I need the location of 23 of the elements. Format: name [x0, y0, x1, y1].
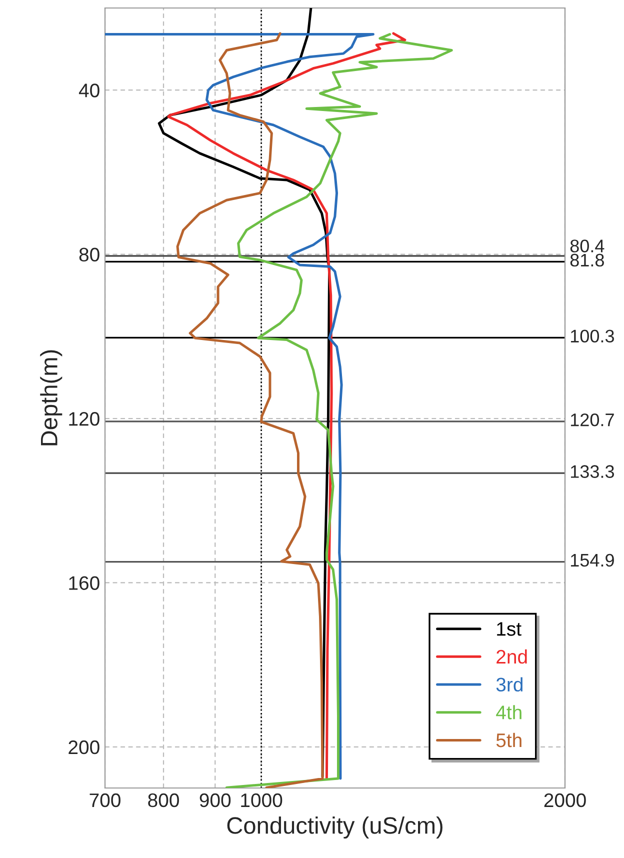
ref-line-label: 81.8	[570, 254, 604, 267]
legend-label: 3rd	[496, 677, 522, 692]
y-axis-title: Depth(m)	[40, 350, 62, 446]
y-tick-label: 200	[68, 740, 100, 754]
x-tick-label: 900	[200, 793, 231, 808]
ref-line-label: 120.7	[570, 413, 614, 426]
x-tick-label: 2000	[544, 793, 586, 808]
ref-line-label: 133.3	[570, 465, 614, 478]
y-tick-label: 120	[69, 412, 100, 426]
legend-label: 5th	[496, 732, 522, 748]
y-tick-label: 160	[69, 576, 100, 590]
ref-line-label: 100.3	[570, 330, 614, 342]
x-axis-title: Conductivity (uS/cm)	[227, 816, 442, 839]
x-tick-label: 800	[148, 793, 179, 808]
legend-label: 4th	[496, 705, 522, 720]
ref-line-label: 80.4	[570, 240, 604, 252]
x-tick-label: 1000	[241, 793, 282, 808]
y-tick-label: 40	[78, 84, 100, 98]
ref-line-label: 154.9	[570, 554, 614, 567]
legend-label: 2nd	[496, 649, 527, 664]
legend-label: 1st	[497, 622, 522, 636]
y-tick-label: 80	[79, 248, 100, 262]
x-tick-label: 700	[90, 793, 120, 808]
